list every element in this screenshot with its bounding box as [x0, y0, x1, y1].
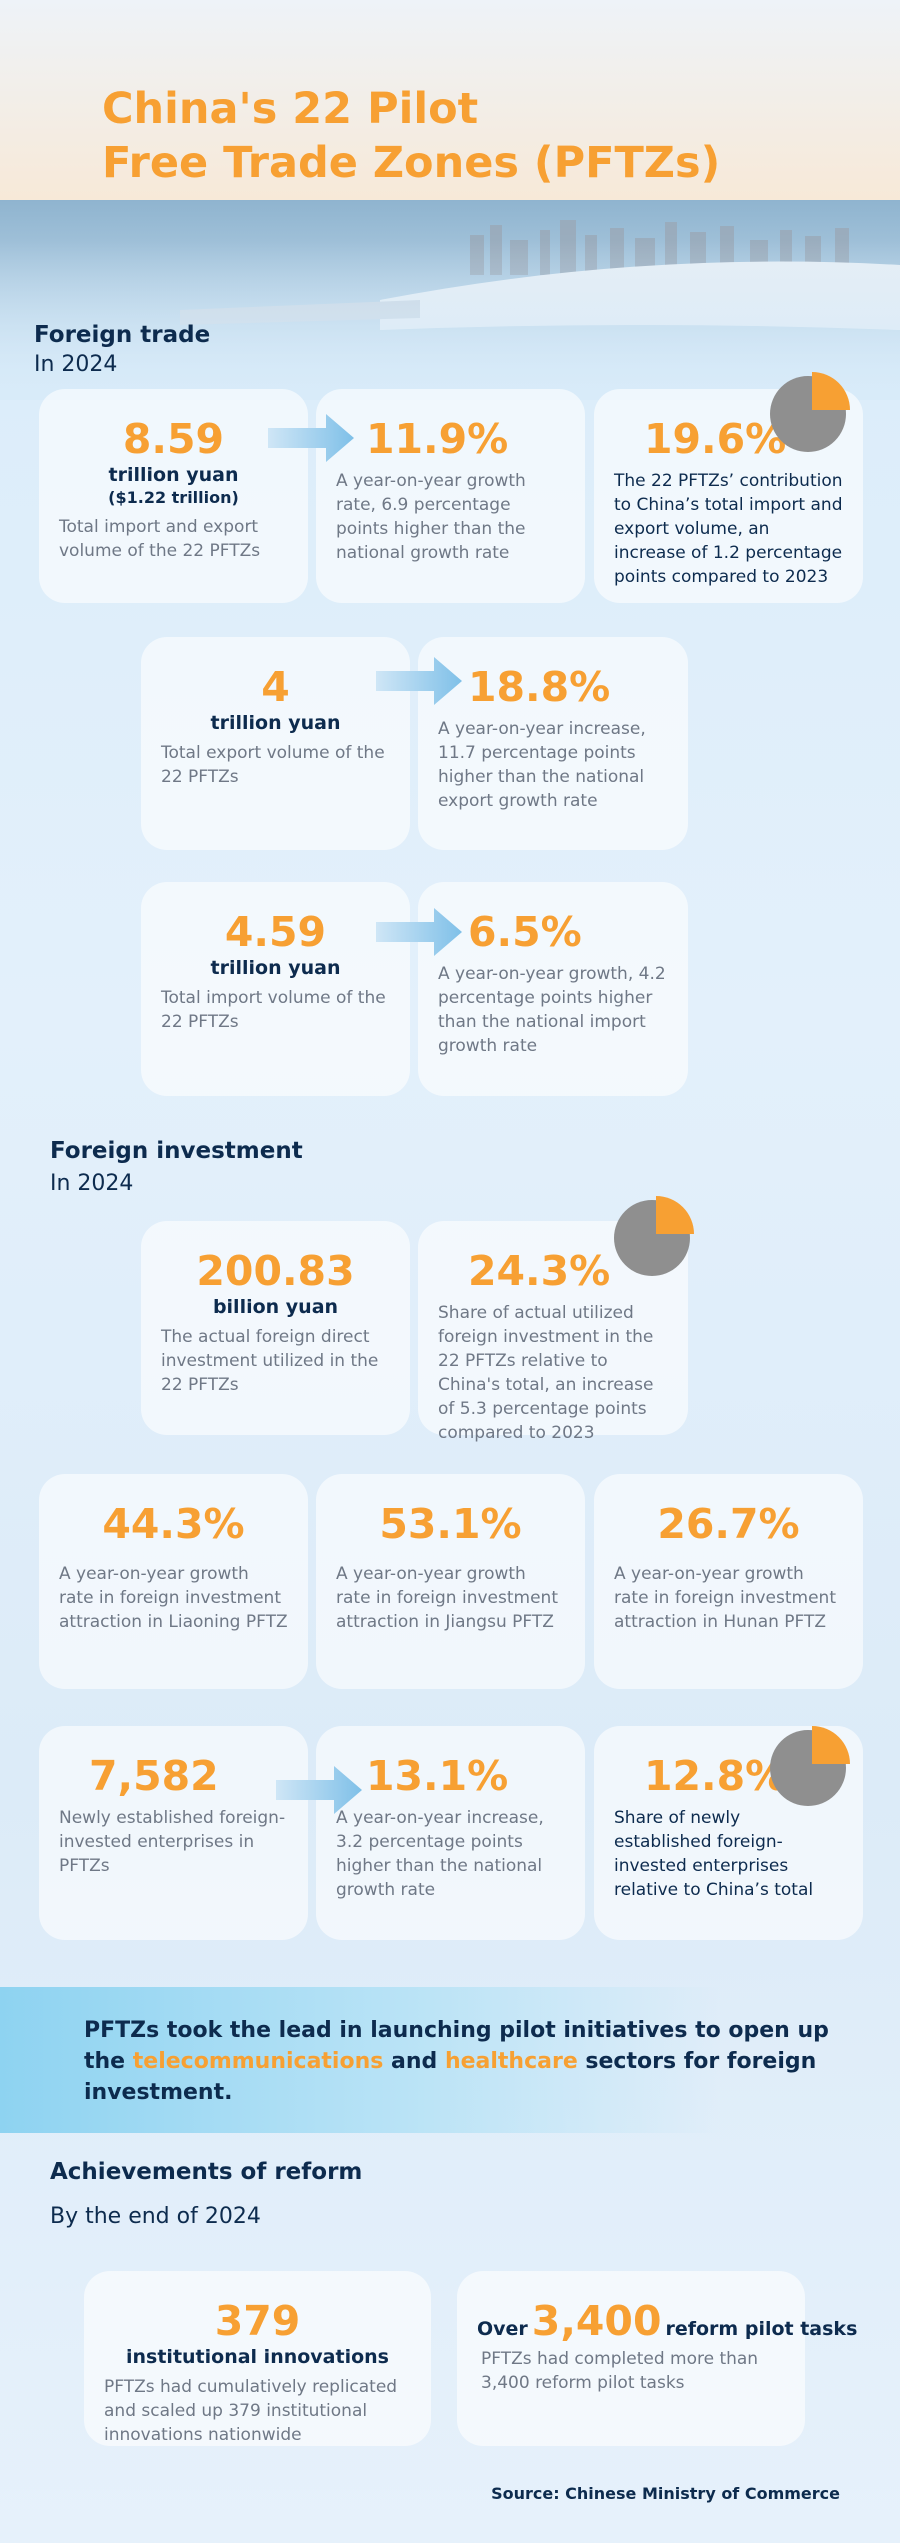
banner-highlight: telecommunications — [132, 2049, 384, 2074]
banner-part: sectors for foreign investment. — [84, 2049, 817, 2105]
value: 18.8% — [468, 663, 611, 711]
section-subheading: In 2024 — [50, 1171, 134, 1196]
description: PFTZs had cumulatively replicated and sc… — [104, 2377, 398, 2445]
prefix: Over — [477, 2318, 528, 2340]
unit: trillion yuan — [108, 464, 239, 486]
section-heading: Achievements of reform — [50, 2159, 363, 2185]
value: 7,582 — [89, 1752, 219, 1800]
description: Total export volume of the 22 PFTZs — [161, 743, 385, 787]
description: The 22 PFTZs’ contribution to China’s to… — [614, 471, 843, 587]
value: 200.83 — [196, 1247, 355, 1295]
description: The actual foreign direct investment uti… — [161, 1327, 379, 1395]
value-block: 379 institutional innovations — [104, 2297, 411, 2369]
info-card: Over 3,400 reform pilot tasks PFTZs had com… — [457, 2271, 857, 2446]
value: 6.5% — [468, 908, 582, 956]
value: 24.3% — [468, 1247, 611, 1295]
value: 379 — [214, 2297, 301, 2345]
unit: billion yuan — [212, 1296, 339, 1318]
value-block: 44.3% — [59, 1500, 288, 1548]
value: 26.7% — [657, 1500, 800, 1548]
info-card: 19.6% The 22 PFTZs’ contribution to China… — [594, 389, 863, 603]
description: Total import and export volume of the 22… — [59, 517, 261, 561]
value: 44.3% — [102, 1500, 245, 1548]
info-card: 11.9% A year-on-year growth rate, 6.9 per… — [316, 389, 585, 603]
info-card: 24.3% Share of actual utilized foreign in… — [418, 1221, 688, 1443]
title-line: China's 22 Pilot — [102, 84, 479, 134]
value-block: 12.8% — [614, 1752, 843, 1800]
description: A year-on-year increase, 3.2 percentage … — [336, 1808, 544, 1900]
value: 11.9% — [366, 415, 509, 463]
banner-text: PFTZs took the lead in launching pilot i… — [84, 2015, 844, 2108]
info-card: 12.8% Share of newly established foreign-… — [594, 1726, 863, 1940]
info-card: 6.5% A year-on-year growth, 4.2 percentag… — [418, 882, 688, 1096]
value-block: 200.83 billion yuan — [161, 1247, 390, 1319]
info-card: 7,582 Newly established foreign-invested … — [39, 1726, 308, 1940]
note: ($1.22 trillion) — [108, 488, 239, 507]
value: 4.59 — [224, 908, 327, 956]
description: A year-on-year growth, 4.2 percentage po… — [438, 964, 666, 1056]
title: China's 22 Pilot Free Trade Zones (PFTZs) — [102, 82, 720, 190]
value-block: 4 trillion yuan — [161, 663, 390, 735]
info-card: 13.1% A year-on-year increase, 3.2 percen… — [316, 1726, 585, 1940]
info-card: 26.7% A year-on-year growth rate in forei… — [594, 1474, 863, 1689]
info-card: 53.1% A year-on-year growth rate in forei… — [316, 1474, 585, 1689]
unit: trillion yuan — [210, 712, 341, 734]
section-heading: Foreign investment — [50, 1138, 303, 1164]
title-line: Free Trade Zones (PFTZs) — [102, 138, 721, 188]
unit: trillion yuan — [210, 957, 341, 979]
value-block: 6.5% — [438, 908, 668, 956]
info-card: 4 trillion yuan Total export volume of the… — [141, 637, 410, 850]
banner-part: and — [383, 2049, 445, 2074]
value: 4 — [261, 663, 290, 711]
value-block: 4.59 trillion yuan — [161, 908, 390, 980]
value: 19.6% — [644, 415, 787, 463]
info-card: 200.83 billion yuan The actual foreign dir… — [141, 1221, 410, 1435]
value-block: 24.3% — [438, 1247, 668, 1295]
value-block: 26.7% — [614, 1500, 843, 1548]
section-subheading: By the end of 2024 — [50, 2204, 261, 2229]
value-block: 8.59 trillion yuan ($1.22 trillion) — [59, 415, 288, 509]
description: A year-on-year growth rate, 6.9 percenta… — [336, 471, 526, 563]
unit: institutional innovations — [126, 2346, 389, 2368]
value-block: 18.8% — [438, 663, 668, 711]
value-block: 19.6% — [614, 415, 843, 463]
info-card: 4.59 trillion yuan Total import volume of … — [141, 882, 410, 1096]
info-card: 44.3% A year-on-year growth rate in forei… — [39, 1474, 308, 1689]
section-subheading: In 2024 — [34, 352, 118, 377]
description: PFTZs had completed more than 3,400 refo… — [481, 2349, 759, 2393]
description: A year-on-year growth rate in foreign in… — [59, 1564, 288, 1632]
info-card: 379 institutional innovations PFTZs had cu… — [84, 2271, 431, 2446]
description: Total import volume of the 22 PFTZs — [161, 988, 386, 1032]
value: 53.1% — [379, 1500, 522, 1548]
value-block: 11.9% — [336, 415, 565, 463]
value: 13.1% — [366, 1752, 509, 1800]
info-card: 18.8% A year-on-year increase, 11.7 perce… — [418, 637, 688, 850]
description: A year-on-year growth rate in foreign in… — [614, 1564, 836, 1632]
value: 8.59 — [122, 415, 225, 463]
banner — [0, 1987, 900, 2133]
suffix: reform pilot tasks — [665, 2318, 858, 2340]
value: 12.8% — [644, 1752, 787, 1800]
section-heading: Foreign trade — [34, 322, 211, 348]
description: A year-on-year increase, 11.7 percentage… — [438, 719, 646, 811]
banner-part: PFTZs took the lead in launching pilot i… — [84, 2018, 829, 2074]
value-block: 13.1% — [336, 1752, 565, 1800]
info-card: 8.59 trillion yuan ($1.22 trillion) Total i… — [39, 389, 308, 603]
description: Newly established foreign-invested enter… — [59, 1808, 286, 1876]
value-block: 53.1% — [336, 1500, 565, 1548]
description: Share of actual utilized foreign investm… — [438, 1303, 654, 1443]
value-row: Over 3,400 reform pilot tasks — [477, 2297, 857, 2345]
header-photo — [0, 0, 900, 400]
value: 3,400 — [531, 2297, 662, 2345]
value-block: 7,582 — [59, 1752, 288, 1800]
banner-highlight: healthcare — [444, 2049, 578, 2074]
description: Share of newly established foreign-inves… — [614, 1808, 814, 1900]
description: A year-on-year growth rate in foreign in… — [336, 1564, 558, 1632]
source: Source: Chinese Ministry of Commerce — [491, 2484, 840, 2503]
